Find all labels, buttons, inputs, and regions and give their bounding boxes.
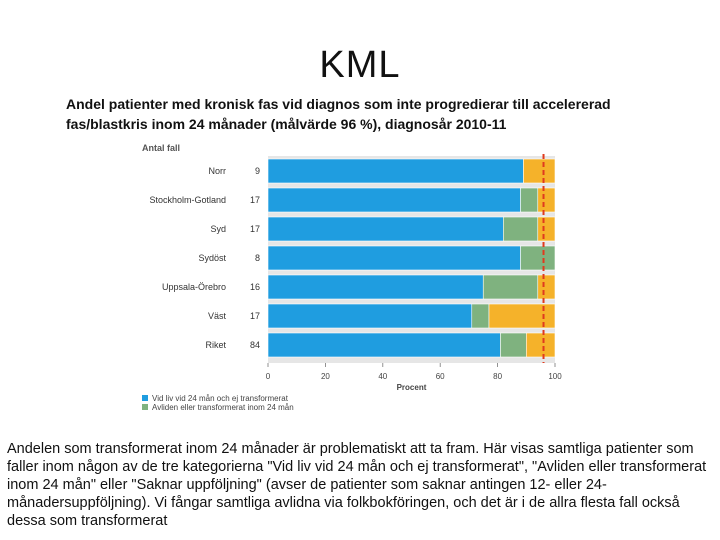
bar-segment-series-2: [503, 216, 539, 242]
bar-segment-series-1: [267, 187, 521, 213]
count-label: 17: [250, 195, 260, 205]
bar-segment-series-2: [471, 303, 490, 329]
x-tick-label: 40: [378, 372, 387, 381]
bar-segment-series-1: [267, 274, 484, 300]
slide-caption: Andelen som transformerat inom 24 månade…: [7, 441, 707, 529]
bar-segment-series-3: [537, 216, 556, 242]
legend-swatch: [142, 404, 148, 410]
count-label: 17: [250, 224, 260, 234]
bar-segment-series-1: [267, 332, 501, 358]
bar-segment-series-3: [488, 303, 556, 329]
x-axis-label: Procent: [397, 383, 427, 392]
count-label: 84: [250, 340, 260, 350]
count-label: 16: [250, 282, 260, 292]
slide-title: KML: [319, 44, 401, 86]
category-label: Norr: [209, 166, 227, 176]
x-tick-label: 0: [266, 372, 271, 381]
slide-subtitle: Andel patienter med kronisk fas vid diag…: [66, 96, 611, 132]
x-tick-label: 80: [493, 372, 502, 381]
bar-segment-series-2: [500, 332, 527, 358]
bar-segment-series-2: [482, 274, 539, 300]
bar-segment-series-1: [267, 303, 473, 329]
legend-swatch: [142, 395, 148, 401]
bar-segment-series-1: [267, 216, 504, 242]
bar-segment-series-3: [537, 187, 556, 213]
category-label: Stockholm-Gotland: [149, 195, 226, 205]
category-label: Sydöst: [198, 253, 226, 263]
bar-segment-series-2: [520, 245, 556, 271]
category-label: Riket: [205, 340, 226, 350]
bar-segment-series-3: [523, 158, 556, 184]
x-tick-label: 100: [548, 372, 562, 381]
bar-segment-series-3: [537, 274, 556, 300]
x-tick-label: 20: [321, 372, 330, 381]
bar-segment-series-3: [525, 332, 556, 358]
stacked-bar-chart: Antal fall Norr 9 Stockholm-Gotland 17 Syd 17 S…: [142, 143, 562, 410]
count-header: Antal fall: [142, 143, 180, 153]
count-label: 17: [250, 311, 260, 321]
count-label: 9: [255, 166, 260, 176]
legend-label: Vid liv vid 24 mån och ej transformerat: [152, 394, 289, 403]
category-label: Syd: [210, 224, 226, 234]
legend-label: Avliden eller transformerat inom 24 mån: [152, 403, 294, 410]
count-label: 8: [255, 253, 260, 263]
bar-segment-series-1: [267, 158, 524, 184]
bar-segment-series-1: [267, 245, 521, 271]
category-label: Uppsala-Örebro: [162, 282, 226, 292]
x-tick-label: 60: [436, 372, 445, 381]
bar-segment-series-2: [520, 187, 539, 213]
category-label: Väst: [208, 311, 227, 321]
